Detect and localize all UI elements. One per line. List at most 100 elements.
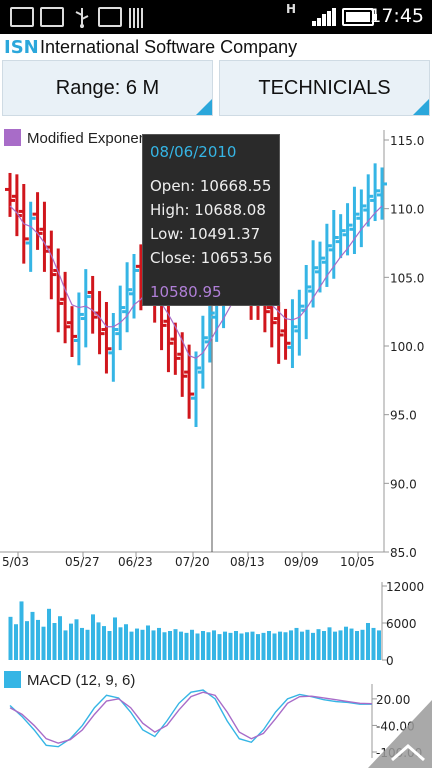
volume-bar — [371, 627, 376, 660]
volume-y-tick-label: 0 — [386, 654, 394, 668]
volume-bar — [129, 631, 134, 660]
volume-bar — [201, 631, 205, 660]
ohlc-bar — [67, 306, 77, 357]
ohlc-bar — [191, 351, 201, 428]
price-y-tick-label: 95.0 — [390, 409, 417, 423]
volume-bar — [91, 614, 95, 660]
volume-bar — [47, 608, 51, 660]
volume-bar — [85, 629, 90, 660]
ohlc-bar — [87, 275, 98, 334]
dropdown-corner-icon — [413, 99, 429, 115]
price-y-tick-label: 85.0 — [390, 546, 417, 560]
ticker-symbol: ISN — [4, 37, 39, 58]
price-y-tick-label: 100.0 — [390, 340, 424, 354]
volume-bar — [135, 628, 139, 660]
ohlc-bar — [11, 174, 22, 237]
volume-bar — [80, 627, 84, 660]
ohlc-bar — [335, 214, 346, 259]
volume-bar — [267, 631, 271, 660]
ohlc-bar — [363, 174, 374, 227]
volume-bar — [102, 626, 106, 660]
volume-bar — [327, 627, 332, 660]
volume-bar — [245, 632, 249, 660]
barcode-icon — [128, 7, 152, 28]
price-x-tick-label: 08/13 — [230, 555, 265, 569]
gallery-icon — [10, 7, 34, 27]
technicials-button-label: TECHNICIALS — [258, 77, 391, 99]
volume-bar — [96, 622, 101, 660]
volume-bar — [168, 631, 172, 660]
technicials-button[interactable]: TECHNICIALS — [219, 60, 430, 116]
volume-bar — [278, 631, 282, 660]
ohlc-bar — [73, 292, 84, 366]
volume-bar — [140, 629, 145, 660]
volume-bar — [256, 634, 260, 660]
volume-bar — [157, 627, 161, 660]
indicator-legend-label: Modified Exponential Moving Average — [27, 130, 147, 147]
status-bar: H 17:45 — [0, 0, 432, 34]
ohlc-bar — [294, 289, 305, 356]
price-x-tick-label: 10/05 — [340, 555, 375, 569]
volume-bar — [338, 630, 343, 660]
ohlc-bar — [184, 344, 195, 419]
range-button-label: Range: 6 M — [55, 77, 160, 99]
volume-bar — [355, 631, 359, 660]
volume-bar — [305, 629, 310, 660]
ohlc-bar — [356, 189, 367, 248]
ohlc-bar — [170, 322, 181, 375]
ohlc-bar — [5, 172, 15, 217]
volume-bar — [217, 634, 222, 660]
volume-bar — [184, 632, 189, 660]
range-button[interactable]: Range: 6 M — [2, 60, 213, 116]
price-y-tick-label: 105.0 — [390, 271, 424, 285]
volume-bar — [8, 616, 13, 660]
volume-bar — [223, 631, 227, 660]
volume-bar — [195, 633, 200, 660]
volume-bar — [206, 632, 211, 660]
volume-bar — [113, 617, 117, 660]
ohlc-bar — [280, 308, 291, 360]
volume-bar — [289, 630, 293, 660]
ohlc-bar — [321, 223, 332, 287]
volume-bar — [366, 623, 370, 660]
ohlc-bar — [163, 293, 174, 373]
macd-chart: 20.00-40.00-100.00 — [9, 684, 422, 760]
volume-bar — [294, 627, 299, 660]
volume-bar — [179, 631, 183, 660]
ema-line — [9, 205, 383, 360]
volume-bar — [41, 626, 46, 660]
volume-bar — [333, 631, 337, 660]
clock: 17:45 — [369, 5, 424, 27]
price-tooltip: 08/06/2010 Open: 10668.55 High: 10688.08… — [142, 134, 280, 306]
header: ISN International Software Company — [0, 34, 432, 60]
volume-bar — [162, 632, 167, 660]
tooltip-date: 08/06/2010 — [150, 143, 237, 161]
volume-chart: 0 6000 12000 — [8, 580, 424, 668]
volume-bar — [124, 624, 128, 660]
price-y-tick-label: 115.0 — [390, 134, 424, 148]
ohlc-bar — [287, 299, 298, 368]
price-x-tick-label: 07/20 — [175, 555, 210, 569]
volume-bar — [261, 632, 266, 660]
price-x-tick-label: 09/09 — [284, 555, 319, 569]
volume-bar — [58, 616, 62, 660]
volume-bar — [228, 632, 233, 660]
usb-icon — [72, 7, 96, 28]
macd-line — [9, 689, 372, 748]
network-type-label: H — [286, 2, 297, 16]
volume-bar — [239, 633, 244, 660]
tooltip-high: High: 10688.08 — [150, 201, 266, 219]
scroll-up-button[interactable] — [368, 700, 432, 768]
ohlc-bar — [115, 285, 126, 351]
ohlc-bar — [308, 240, 319, 308]
volume-bar — [173, 629, 178, 660]
tooltip-low: Low: 10491.37 — [150, 225, 261, 243]
signal-icon — [312, 8, 336, 26]
volume-bar — [74, 619, 79, 660]
volume-y-tick-label: 6000 — [386, 617, 417, 631]
company-name: International Software Company — [40, 37, 298, 57]
volume-bar — [212, 630, 216, 660]
volume-bar — [36, 619, 40, 660]
